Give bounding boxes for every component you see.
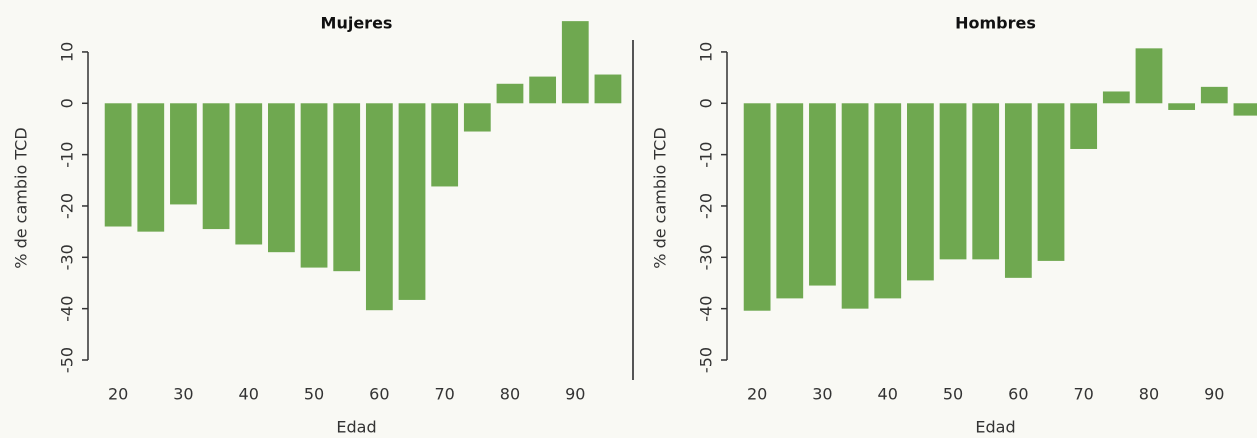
y-tick-label: 10 (58, 42, 77, 62)
x-tick-label: 40 (878, 385, 898, 404)
x-tick-label: 30 (173, 385, 193, 404)
bar (907, 103, 934, 281)
bar (1168, 103, 1196, 110)
y-tick-label: -10 (697, 142, 716, 168)
x-tick-label: 30 (812, 385, 832, 404)
bar (137, 103, 165, 232)
y-tick-label: -50 (58, 347, 77, 373)
bar (1200, 86, 1228, 104)
y-tick-label: -10 (58, 142, 77, 168)
bar (939, 103, 967, 260)
bar (333, 103, 361, 272)
x-tick-label: 80 (1139, 385, 1159, 404)
bar (235, 103, 263, 245)
bar (1102, 91, 1130, 104)
x-tick-label: 60 (369, 385, 389, 404)
x-tick-label: 20 (747, 385, 767, 404)
bar (1070, 103, 1098, 149)
bar (841, 103, 869, 309)
bar (874, 103, 902, 299)
bar (594, 74, 622, 104)
x-tick-label: 80 (500, 385, 520, 404)
y-tick-label: 10 (697, 42, 716, 62)
x-tick-label: 70 (1073, 385, 1093, 404)
x-axis-label: Edad (975, 418, 1015, 437)
bar (1233, 103, 1257, 116)
bar (972, 103, 1000, 260)
bar (743, 103, 771, 311)
bar (170, 103, 197, 205)
x-tick-label: 60 (1008, 385, 1028, 404)
x-tick-label: 50 (943, 385, 963, 404)
chart-title: Mujeres (321, 14, 393, 33)
bar (1135, 48, 1163, 104)
y-tick-label: -40 (697, 296, 716, 322)
bar (104, 103, 132, 227)
x-tick-label: 50 (304, 385, 324, 404)
bar (1004, 103, 1032, 278)
y-tick-label: 0 (697, 98, 716, 108)
bar (1037, 103, 1065, 261)
bar (463, 103, 491, 132)
chart-title: Hombres (955, 14, 1036, 33)
y-tick-label: 0 (58, 98, 77, 108)
bar (398, 103, 426, 300)
y-tick-label: -20 (697, 193, 716, 219)
bar (776, 103, 804, 299)
y-axis-label: % de cambio TCD (12, 127, 31, 268)
y-tick-label: -50 (697, 347, 716, 373)
bar (431, 103, 459, 187)
x-tick-label: 90 (1204, 385, 1224, 404)
x-tick-label: 90 (565, 385, 585, 404)
bar (202, 103, 230, 230)
bar (561, 21, 589, 104)
bar (268, 103, 295, 253)
y-tick-label: -20 (58, 193, 77, 219)
x-tick-label: 20 (108, 385, 128, 404)
y-tick-label: -30 (697, 244, 716, 270)
bar (300, 103, 328, 268)
bar (496, 83, 524, 104)
bar (809, 103, 836, 286)
y-tick-label: -30 (58, 244, 77, 270)
bar (529, 76, 557, 104)
y-axis-label: % de cambio TCD (651, 127, 670, 268)
x-tick-label: 70 (434, 385, 454, 404)
x-axis-label: Edad (336, 418, 376, 437)
y-tick-label: -40 (58, 296, 77, 322)
x-tick-label: 40 (239, 385, 259, 404)
bar (365, 103, 393, 311)
